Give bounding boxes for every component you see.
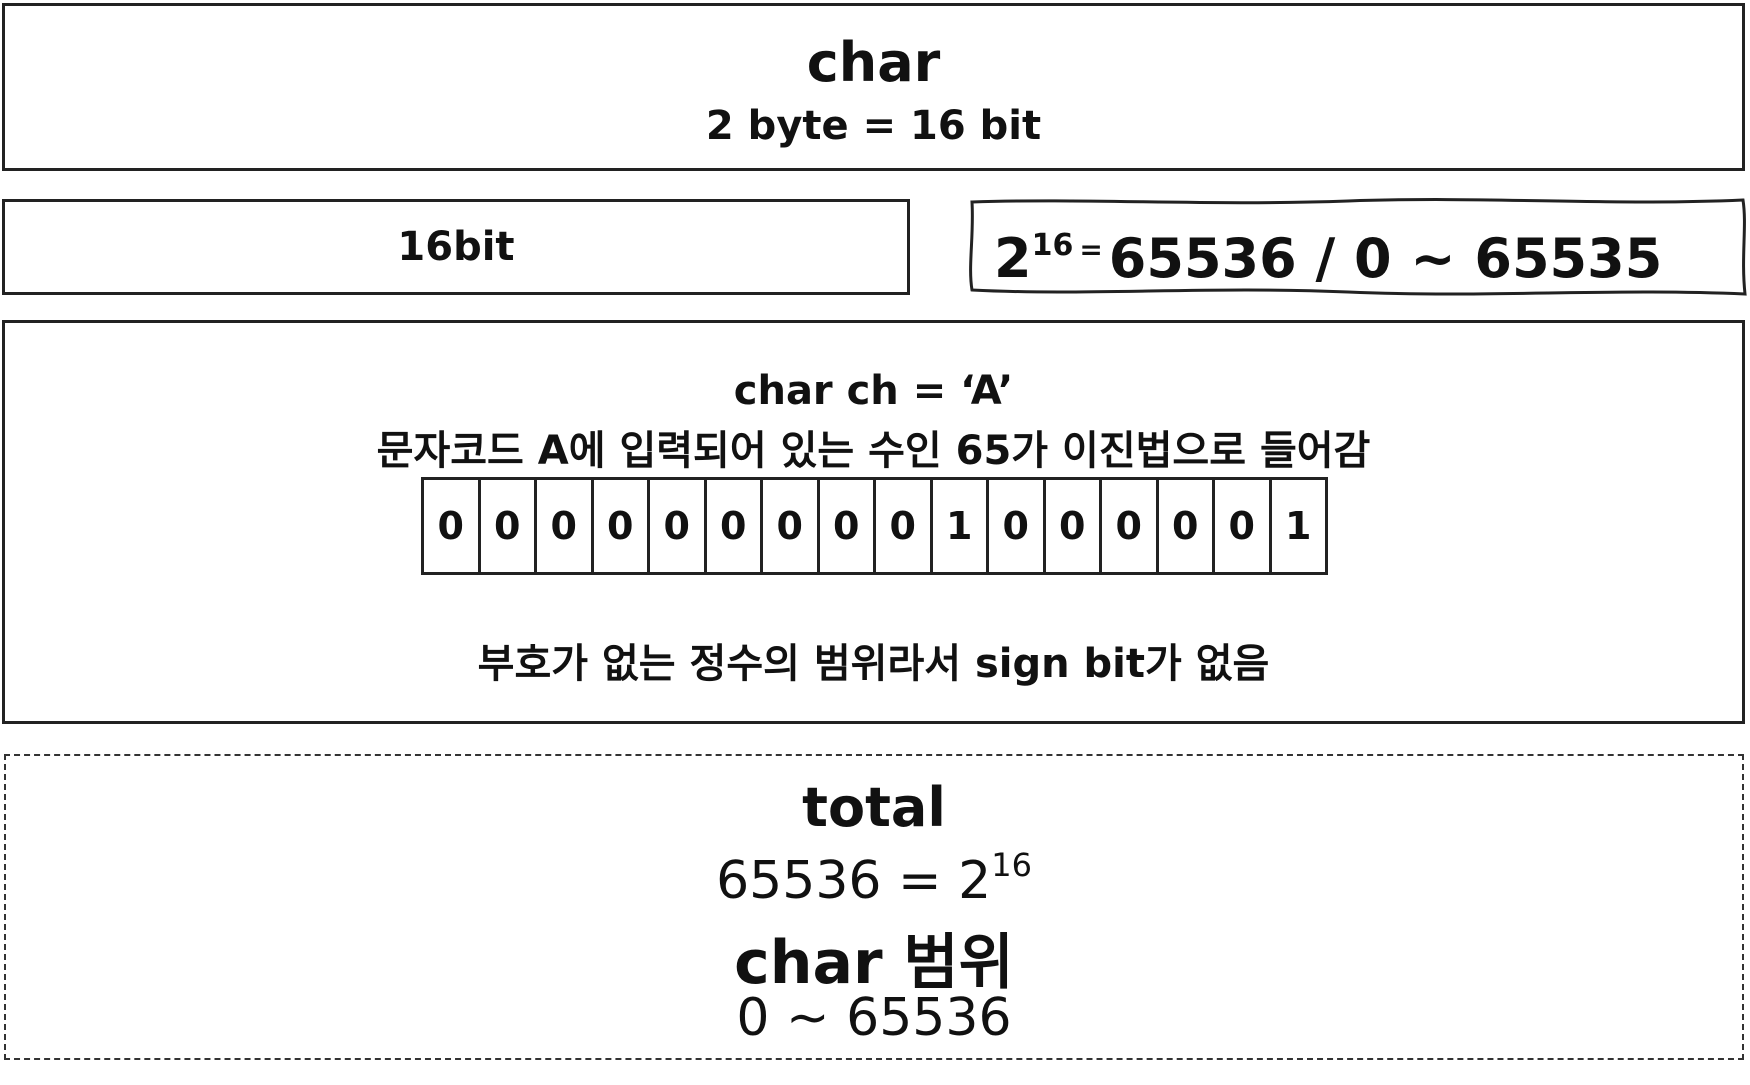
memory-box: char ch = ‘A’ 문자코드 A에 입력되어 있는 수인 65가 이진법…: [2, 320, 1745, 724]
total-equation: 65536 = 216: [6, 846, 1742, 911]
range-exponent: 16: [1031, 228, 1074, 263]
bit-cell: 0: [594, 480, 650, 572]
bit-cell: 0: [481, 480, 537, 572]
bit-size-label: 16bit: [397, 224, 515, 270]
sign-bit-note: 부호가 없는 정수의 범위라서 sign bit가 없음: [477, 641, 1270, 687]
description-line: 문자코드 A에 입력되어 있는 수인 65가 이진법으로 들어감: [376, 428, 1371, 474]
bit-cell: 0: [876, 480, 933, 572]
bit-size-box: 16bit: [2, 199, 910, 295]
bit-cell: 0: [424, 480, 481, 572]
range-expression: 216 = 65536 / 0 ~ 65535: [994, 210, 1662, 295]
total-equation-left: 65536 = 2: [716, 851, 992, 911]
wavy-border-shape: [969, 198, 1747, 296]
bit-cell: 0: [537, 480, 594, 572]
range-base: 2: [994, 227, 1032, 290]
total-title: total: [802, 776, 946, 839]
total-box: total 65536 = 216 char 범위 0 ~ 65536: [4, 754, 1744, 1060]
range-callout: 216 = 65536 / 0 ~ 65535: [968, 196, 1747, 300]
bit-cell: 0: [763, 480, 820, 572]
bit-cell: 0: [1102, 480, 1159, 572]
code-line: char ch = ‘A’: [733, 368, 1014, 414]
bit-cell: 0: [820, 480, 876, 572]
header-title: char: [806, 31, 941, 94]
bit-cell: 1: [933, 480, 989, 572]
range-title: char 범위: [734, 928, 1014, 998]
bit-cell: 1: [1272, 480, 1328, 572]
header-subtitle: 2 byte = 16 bit: [705, 103, 1042, 149]
range-value: 65536 / 0 ~ 65535: [1108, 227, 1663, 290]
range-value-line: 0 ~ 65536: [736, 988, 1012, 1048]
total-equation-exponent: 16: [991, 846, 1032, 884]
char-header: char 2 byte = 16 bit: [2, 3, 1745, 171]
bit-cell: 0: [650, 480, 707, 572]
range-equals: =: [1079, 233, 1103, 266]
bit-cell: 0: [989, 480, 1046, 572]
bit-cell: 0: [1159, 480, 1215, 572]
bit-cell: 0: [1215, 480, 1272, 572]
bit-cell: 0: [707, 480, 763, 572]
bit-cell: 0: [1046, 480, 1102, 572]
